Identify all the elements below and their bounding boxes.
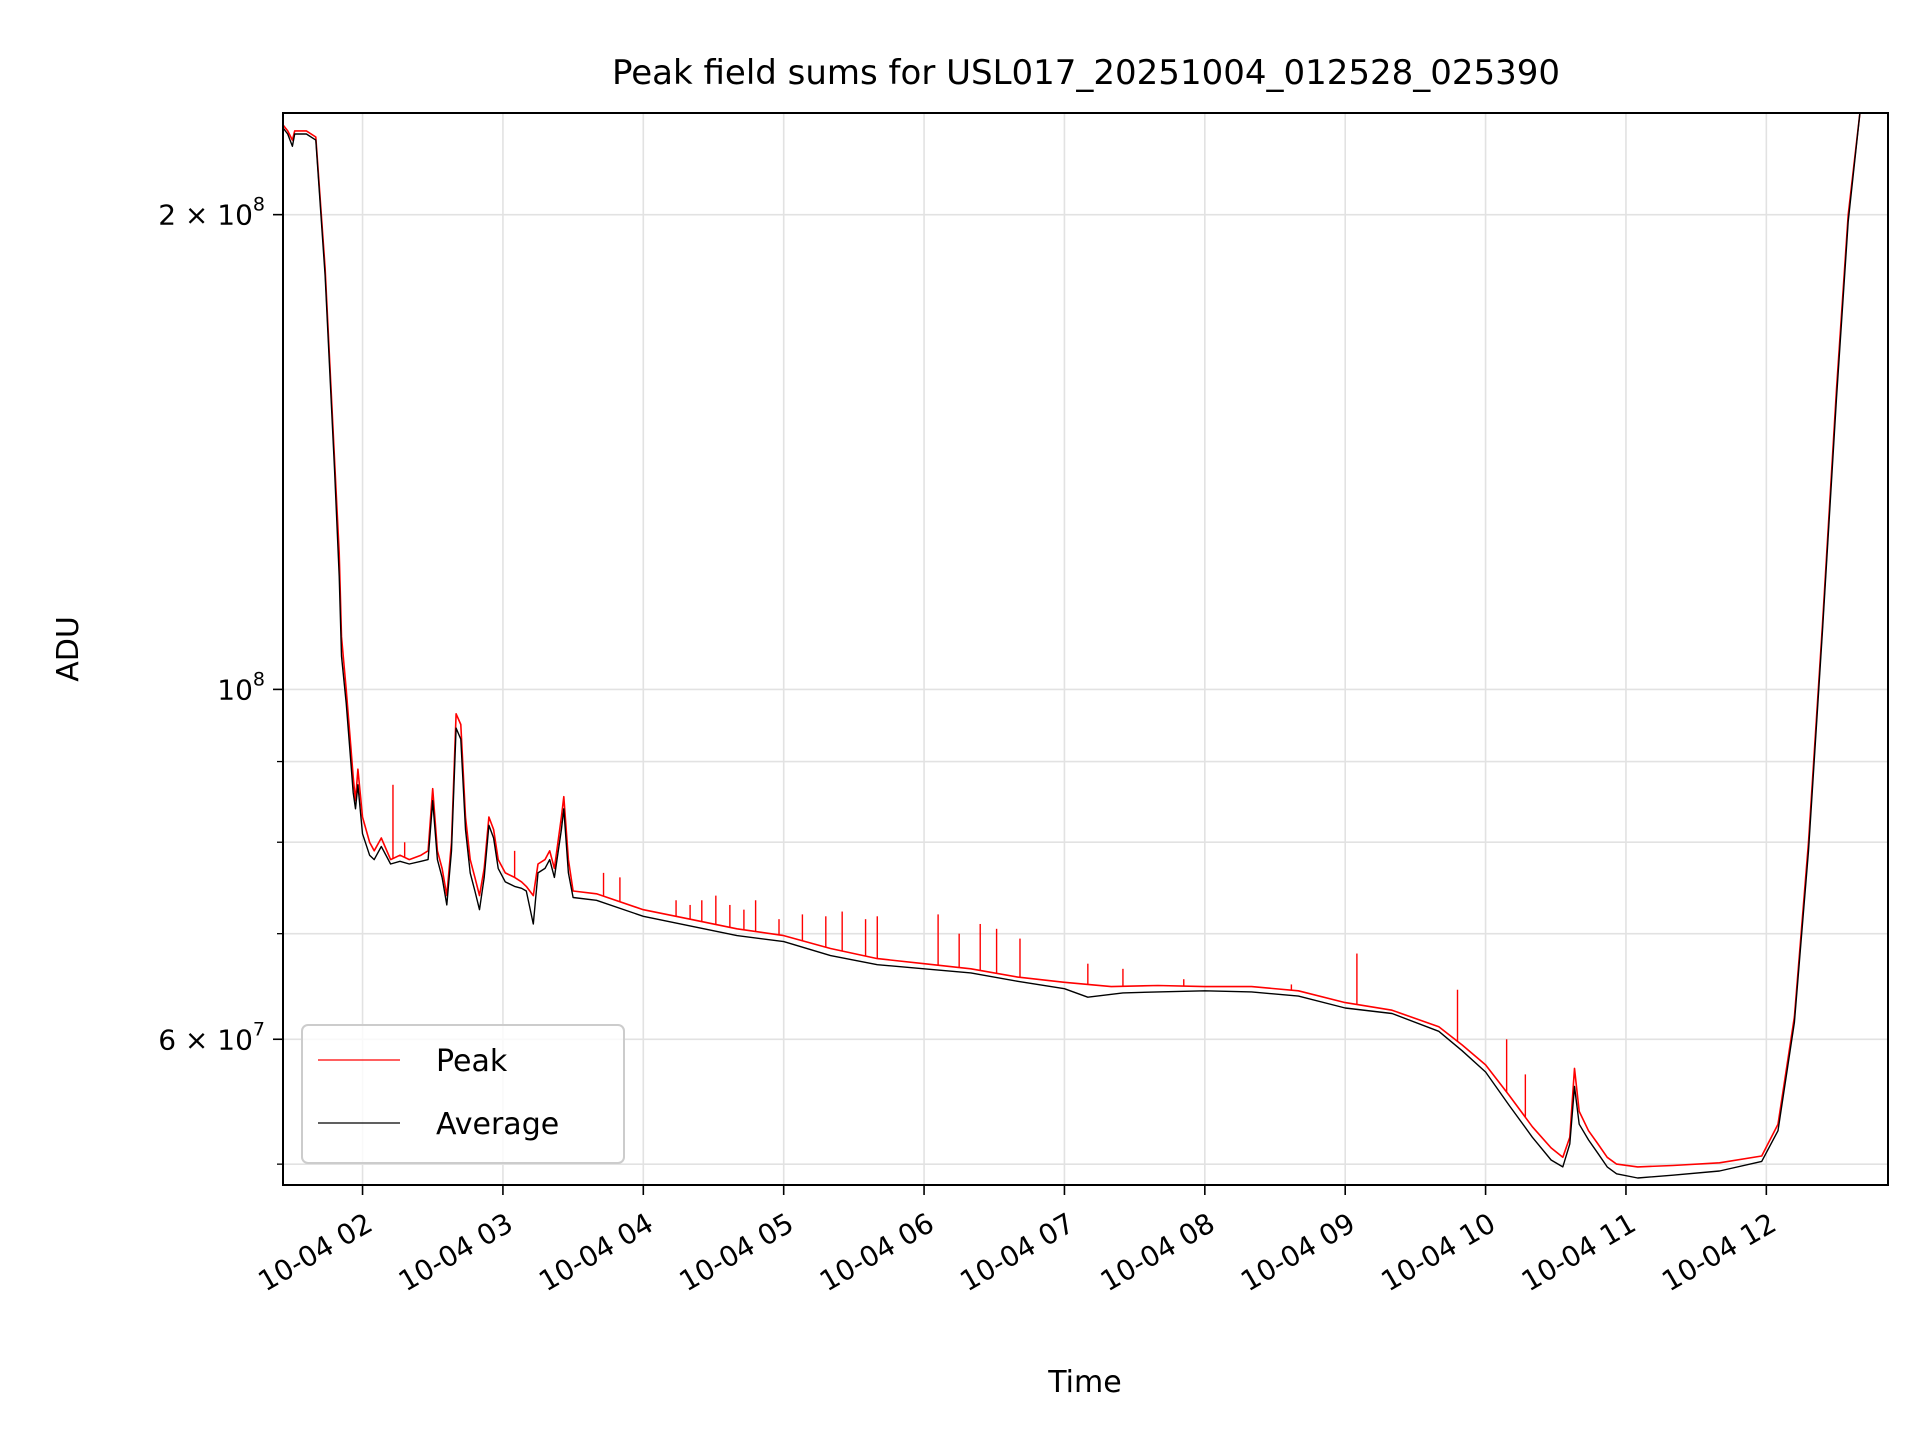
y-tick-base: 10	[217, 673, 253, 706]
y-tick-exponent: 8	[253, 194, 265, 216]
y-tick-label: 6 × 107	[158, 1018, 265, 1056]
y-tick-exponent: 7	[253, 1018, 265, 1040]
y-axis-label: ADU	[51, 616, 86, 682]
y-tick-exponent: 8	[253, 668, 265, 690]
series-layer	[283, 113, 1888, 1179]
legend-label-average: Average	[436, 1107, 559, 1142]
series-group	[283, 113, 1888, 1179]
peak-line	[283, 113, 1888, 1168]
chart-title: Peak field sums for USL017_20251004_0125…	[612, 53, 1560, 93]
x-axis-label: Time	[1047, 1365, 1121, 1400]
legend: Peak Average	[301, 1024, 625, 1164]
legend-label-peak: Peak	[436, 1044, 508, 1079]
y-tick-base: 6 × 10	[158, 1023, 253, 1056]
average-line	[283, 113, 1888, 1179]
plot-frame	[282, 112, 1889, 1186]
y-tick-base: 2 × 10	[158, 199, 253, 232]
y-tick-label: 108	[217, 668, 265, 706]
y-tick-label: 2 × 108	[158, 194, 265, 232]
